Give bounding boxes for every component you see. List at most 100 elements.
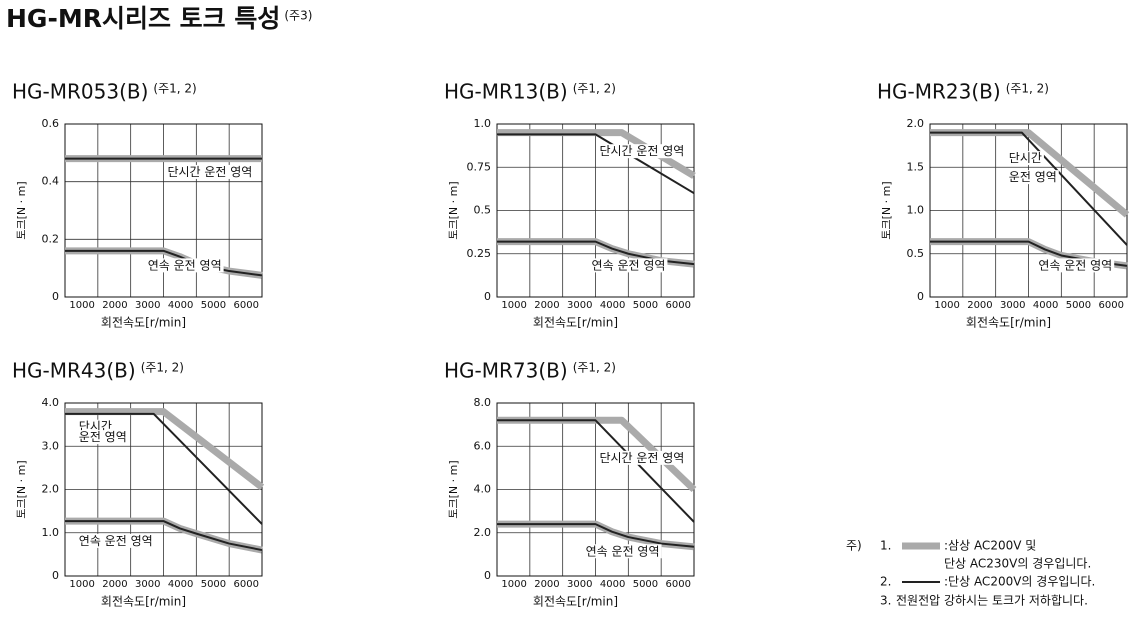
x-axis-label: 회전속도[r/min] [533,595,618,609]
chart-title: HG-MR43(B) [12,359,136,383]
x-tick-label: 5000 [1066,300,1091,311]
y-tick-label: 2.0 [907,117,925,130]
y-tick-label: 0 [52,569,59,582]
chart-title-note: (주1, 2) [1006,82,1049,96]
region-label: 연속 운전 영역 [1038,258,1112,272]
x-tick-label: 1000 [69,579,94,590]
x-tick-label: 5000 [201,579,226,590]
x-tick-label: 4000 [600,579,625,590]
region-label-bg [583,544,662,559]
y-tick-label: 4.0 [474,483,492,496]
footnotes: 주) 1. :삼상 AC200V 및 단상 AC230V의 경우입니다. 2. … [846,539,1095,608]
x-tick-label: 1000 [934,300,959,311]
y-tick-label: 8.0 [474,396,492,409]
torque-line [930,131,1128,246]
region-label-bg [76,533,155,548]
torque-line [65,408,265,491]
y-axis-label: 토크[N · m] [447,181,460,239]
note-text: 전원전압 강하시는 토크가 저하합니다. [896,594,1088,608]
region-label: 연속 운전 영역 [592,258,666,272]
region-label: 운전 영역 [1009,170,1057,184]
region-label: 단시간 운전 영역 [599,144,684,158]
x-tick-label: 3000 [135,579,160,590]
chart-title-note: (주1, 2) [573,82,616,96]
x-tick-label: 5000 [633,300,658,311]
torque-line [497,133,695,195]
region-label: 연속 운전 영역 [586,544,660,558]
y-tick-label: 0 [484,290,491,303]
x-axis-label: 회전속도[r/min] [966,316,1051,330]
x-tick-label: 3000 [1000,300,1025,311]
chart: HG-MR13(B) (주1, 2) 1000 2000 3000 4000 5000 600… [444,80,696,330]
region-label-bg [165,164,255,179]
x-tick-label: 5000 [201,300,226,311]
y-tick-label: 0.2 [42,232,60,245]
x-tick-label: 3000 [135,300,160,311]
y-tick-label: 2.0 [42,483,60,496]
note-number: 3. [880,594,891,608]
y-tick-label: 6.0 [474,439,492,452]
torque-line [65,412,263,525]
torque-line [497,129,696,179]
x-tick-label: 1000 [501,300,526,311]
y-tick-label: 0 [52,290,59,303]
y-tick-label: 4.0 [42,396,60,409]
x-tick-label: 4000 [168,300,193,311]
chart-title-note: (주1, 2) [141,361,184,375]
region-label-bg [76,430,129,445]
region-label-bg [597,450,687,465]
x-tick-label: 5000 [633,579,658,590]
x-tick-label: 6000 [666,300,691,311]
y-tick-label: 0.4 [42,175,60,188]
region-label: 연속 운전 영역 [79,534,153,548]
x-axis-label: 회전속도[r/min] [533,316,618,330]
note-number: 1. [880,539,891,553]
y-axis-label: 토크[N · m] [447,460,460,518]
y-tick-label: 0 [917,290,924,303]
region-label-bg [597,144,687,159]
region-label-bg [1006,170,1059,185]
x-tick-label: 4000 [168,579,193,590]
note-text: :삼상 AC200V 및 [944,539,1036,553]
note-number: 2. [880,575,891,589]
x-tick-label: 4000 [1033,300,1058,311]
region-label-bg [1006,151,1044,166]
x-tick-label: 2000 [102,300,127,311]
y-tick-label: 1.0 [907,204,925,217]
y-tick-label: 0.5 [907,247,925,260]
x-tick-label: 1000 [69,300,94,311]
y-tick-label: 0.25 [467,247,492,260]
region-label: 단시간 운전 영역 [599,451,684,465]
y-tick-label: 0 [484,569,491,582]
chart: HG-MR73(B) (주1, 2) 1000 2000 3000 4000 5000 600… [444,359,697,609]
x-tick-label: 2000 [534,300,559,311]
region-label-bg [589,258,668,273]
chart-title: HG-MR73(B) [444,359,568,383]
note-text: :단상 AC200V의 경우입니다. [944,575,1095,589]
torque-line [65,520,263,552]
y-tick-label: 1.5 [907,160,925,173]
plot-border [64,402,263,577]
region-label-bg [145,258,224,273]
chart-title: HG-MR053(B) [12,80,148,104]
y-axis-label: 토크[N · m] [880,181,893,239]
x-tick-label: 6000 [666,579,691,590]
x-tick-label: 2000 [102,579,127,590]
y-tick-label: 0.75 [467,160,492,173]
region-label: 운전 영역 [79,430,127,444]
x-tick-label: 3000 [567,300,592,311]
chart-title: HG-MR23(B) [877,80,1001,104]
y-tick-label: 2.0 [474,526,492,539]
chart-title-note: (주1, 2) [573,361,616,375]
chart: HG-MR43(B) (주1, 2) 1000 2000 3000 4000 5000 600… [12,359,265,609]
y-tick-label: 0.6 [42,117,60,130]
y-tick-label: 1.0 [474,117,492,130]
y-axis-label: 토크[N · m] [15,181,28,239]
plot-border [496,123,695,298]
x-tick-label: 2000 [967,300,992,311]
chart-title: HG-MR13(B) [444,80,568,104]
y-tick-label: 3.0 [42,439,60,452]
x-tick-label: 4000 [600,300,625,311]
region-label: 단시간 운전 영역 [167,165,252,179]
y-axis-label: 토크[N · m] [15,460,28,518]
